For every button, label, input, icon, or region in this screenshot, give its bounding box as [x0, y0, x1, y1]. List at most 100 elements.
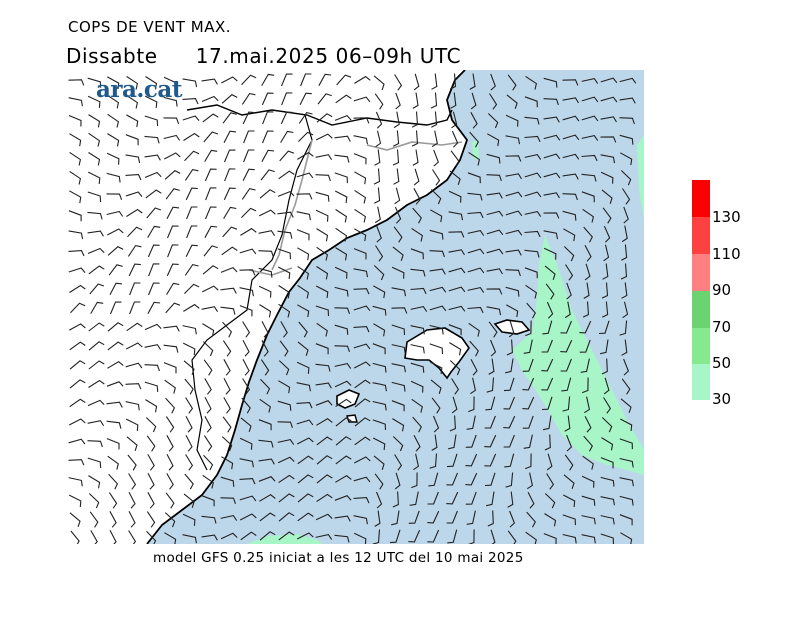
wind-barb — [448, 190, 462, 203]
wind-barb — [391, 266, 405, 279]
wind-barb — [296, 382, 311, 392]
wind-barb — [69, 360, 86, 370]
gust-area-east — [512, 235, 644, 475]
wind-barb — [316, 474, 333, 484]
wind-barb — [204, 149, 218, 162]
legend-swatch-110 — [692, 217, 710, 254]
wind-barb — [258, 458, 275, 465]
wind-barb — [127, 454, 137, 471]
wind-barb — [353, 117, 370, 124]
wind-barb — [259, 512, 276, 522]
wind-barb — [186, 225, 198, 239]
wind-barb — [108, 473, 119, 490]
wind-barb — [601, 437, 614, 451]
wind-barb — [600, 533, 615, 544]
wind-barb — [353, 305, 371, 312]
wind-barb — [258, 209, 276, 217]
wind-barb — [69, 151, 82, 166]
wind-barb — [316, 113, 333, 123]
wind-barb — [280, 321, 288, 338]
wind-barb — [69, 379, 86, 389]
wind-barb — [375, 491, 383, 509]
wind-barb — [201, 95, 219, 103]
wind-barb — [126, 208, 143, 217]
wind-barb — [374, 510, 381, 527]
wind-barb — [411, 472, 418, 489]
wind-barb — [334, 324, 349, 335]
wind-barb — [620, 170, 632, 186]
wind-barb — [107, 228, 124, 236]
wind-barb — [619, 97, 636, 104]
wind-barb — [125, 154, 141, 164]
wind-barb — [69, 190, 82, 204]
wind-barb — [543, 212, 560, 219]
wind-barb — [166, 453, 174, 471]
wind-barb — [561, 377, 572, 392]
wind-barb — [107, 246, 124, 256]
wind-barb — [183, 360, 195, 375]
wind-barb — [504, 453, 515, 468]
wind-barb — [128, 530, 137, 544]
wind-barb — [373, 265, 385, 281]
wind-barb — [334, 135, 351, 142]
wind-barb — [449, 360, 461, 376]
wind-barb — [449, 73, 457, 90]
wind-barb — [486, 229, 504, 236]
wind-barb — [146, 207, 162, 219]
wind-barb — [315, 363, 331, 372]
wind-barb — [241, 207, 257, 218]
wind-barb — [125, 342, 143, 350]
wind-barb — [427, 510, 440, 524]
wind-barb — [335, 417, 352, 427]
wind-barb — [582, 301, 590, 318]
wind-barb — [126, 75, 139, 90]
wind-barb — [164, 152, 181, 160]
wind-barb — [147, 225, 161, 238]
wind-barb — [128, 491, 136, 509]
wind-barb — [354, 436, 371, 446]
wind-barb — [562, 193, 578, 201]
wind-barb — [581, 134, 599, 141]
wind-barb — [165, 397, 176, 414]
wind-barb — [543, 77, 558, 88]
wind-barb — [88, 132, 101, 147]
wind-barb — [584, 263, 591, 281]
wind-barb — [354, 75, 371, 84]
wind-barb — [391, 363, 406, 373]
wind-barb — [374, 473, 384, 490]
wind-barb — [490, 529, 496, 544]
wind-barb — [373, 455, 385, 470]
wind-barb — [524, 96, 538, 108]
wind-barb — [600, 96, 618, 103]
wind-barb — [600, 457, 614, 469]
wind-barb — [505, 286, 520, 297]
wind-barb — [220, 306, 236, 315]
wind-barb — [185, 397, 194, 414]
wind-barb — [411, 111, 419, 128]
wind-barb — [392, 491, 399, 508]
wind-barb — [507, 74, 517, 91]
wind-barb — [204, 378, 212, 395]
wind-barb — [413, 434, 421, 452]
wind-barb — [182, 98, 199, 105]
wind-barb — [563, 474, 575, 489]
wind-barb — [144, 135, 160, 144]
wind-barb — [522, 396, 535, 410]
wind-barb — [182, 78, 198, 88]
wind-barb — [334, 154, 350, 163]
wind-barb — [372, 382, 387, 392]
wind-barb — [297, 247, 310, 261]
wind-barb — [372, 437, 386, 451]
wind-barb — [470, 358, 478, 376]
wind-barb — [280, 130, 294, 143]
wind-barb — [109, 282, 123, 296]
wind-barb — [560, 320, 573, 334]
wind-barb — [70, 530, 80, 544]
wind-barb — [222, 416, 232, 433]
wind-barb — [87, 191, 102, 203]
wind-barb — [429, 324, 444, 335]
wind-barb — [163, 117, 180, 124]
wind-barb — [221, 436, 233, 452]
wind-barb — [466, 415, 476, 430]
wind-barb — [106, 438, 120, 450]
